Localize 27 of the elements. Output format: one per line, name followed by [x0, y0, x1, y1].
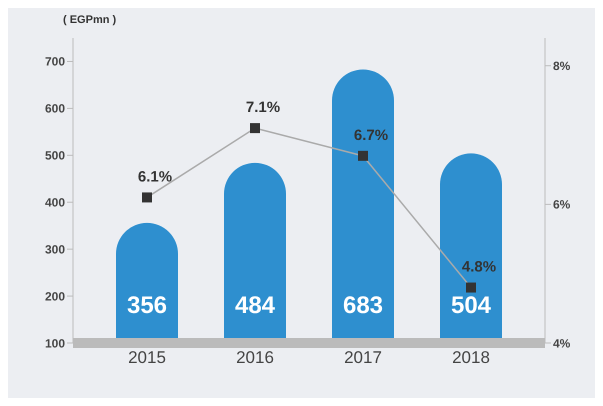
y-tick-label: 200	[44, 289, 66, 304]
data-label: 6.7%	[354, 126, 388, 144]
x-tick-label: 2015	[128, 348, 166, 368]
data-label: 6.1%	[138, 168, 172, 186]
y-tick-label: 400	[44, 195, 66, 210]
y2-tick-label: 4%	[553, 336, 571, 350]
y2-tick-label: 8%	[553, 58, 571, 73]
data-label: 4.8%	[462, 258, 496, 276]
x-tick-label: 2016	[236, 348, 274, 368]
x-tick-label: 2017	[344, 348, 382, 368]
y-tick-label: 100	[44, 336, 66, 350]
data-label: 7.1%	[246, 99, 280, 116]
y-tick-label: 600	[44, 102, 66, 116]
point	[466, 282, 476, 293]
y-tick-label: 300	[44, 242, 66, 256]
y-tick-label: 500	[44, 148, 66, 163]
y2-tick-label: 6%	[553, 198, 571, 212]
x-tick-label: 2018	[452, 348, 490, 368]
point	[142, 192, 152, 202]
point	[358, 150, 368, 161]
point	[250, 123, 260, 134]
data-label: 504	[450, 292, 492, 319]
y-tick-label: 700	[44, 54, 66, 69]
data-label: 683	[342, 292, 384, 319]
y-axis-title: ( EGPmn )	[63, 14, 116, 26]
data-label: 484	[234, 292, 276, 319]
data-label: 356	[126, 292, 168, 319]
